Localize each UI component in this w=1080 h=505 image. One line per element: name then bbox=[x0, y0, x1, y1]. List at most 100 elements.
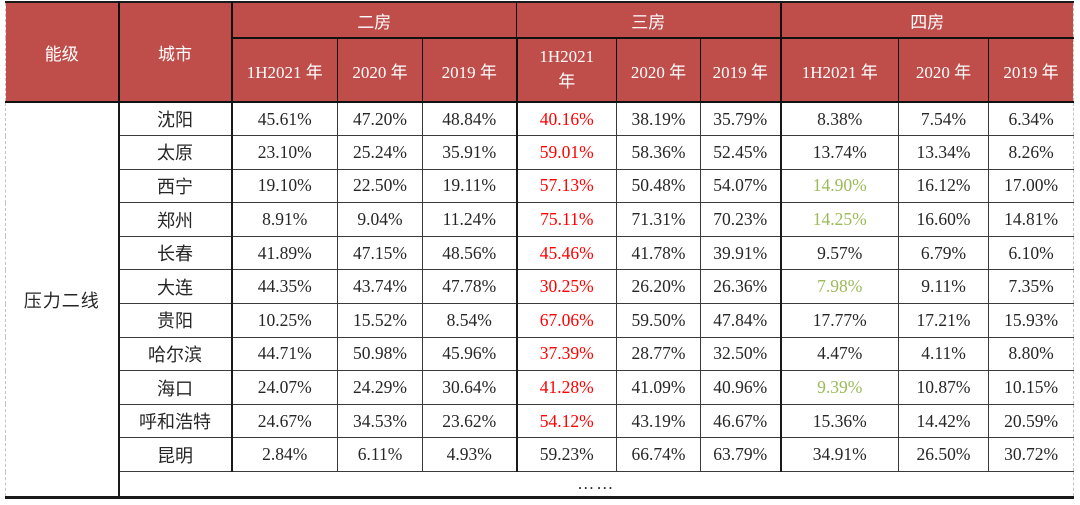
table-row: 长春 41.89% 47.15% 48.56% 45.46% 41.78% 39.91% 9.… bbox=[6, 235, 1075, 271]
value-cell: 30.72% bbox=[988, 437, 1075, 473]
table-row: 昆明 2.84% 6.11% 4.93% 59.23% 66.74% 63.79% 34.91… bbox=[6, 437, 1075, 473]
value-cell: 47.78% bbox=[421, 269, 518, 305]
value-cell: 54.07% bbox=[700, 168, 782, 204]
city-cell: 郑州 bbox=[118, 202, 233, 237]
value-cell: 71.31% bbox=[616, 202, 702, 237]
value-cell: 48.84% bbox=[421, 101, 518, 137]
value-cell: 45.46% bbox=[515, 235, 618, 271]
city-cell: 海口 bbox=[118, 370, 233, 405]
value-cell: 22.50% bbox=[337, 168, 423, 204]
value-cell: 40.16% bbox=[515, 101, 618, 137]
city-cell: 沈阳 bbox=[118, 101, 233, 137]
table-row: 大连 44.35% 43.74% 47.78% 30.25% 26.20% 26.36% 7.… bbox=[6, 269, 1075, 305]
city-cell: 哈尔滨 bbox=[118, 336, 233, 372]
value-cell: 47.20% bbox=[337, 101, 423, 137]
value-cell: 46.67% bbox=[700, 403, 782, 439]
value-cell: 59.50% bbox=[616, 303, 702, 338]
value-cell: 11.24% bbox=[421, 202, 518, 237]
value-cell: 9.57% bbox=[779, 235, 900, 271]
value-cell: 48.56% bbox=[421, 235, 518, 271]
value-cell: 15.52% bbox=[337, 303, 423, 338]
city-cell: 大连 bbox=[118, 269, 233, 305]
value-cell: 19.10% bbox=[230, 168, 338, 204]
table-row: 西宁 19.10% 22.50% 19.11% 57.13% 50.48% 54.07% 14… bbox=[6, 168, 1075, 204]
header-4room-1h2021: 1H2021 年 bbox=[779, 37, 900, 103]
value-cell: 24.29% bbox=[337, 370, 423, 405]
value-cell: 44.35% bbox=[230, 269, 338, 305]
value-cell: 57.13% bbox=[515, 168, 618, 204]
header-4room-2019: 2019 年 bbox=[988, 37, 1075, 103]
header-3room-2020: 2020 年 bbox=[616, 37, 702, 103]
value-cell: 13.74% bbox=[779, 135, 900, 170]
header-3room-2019: 2019 年 bbox=[700, 37, 782, 103]
value-cell: 19.11% bbox=[421, 168, 518, 204]
header-3room-1h2021: 1H2021 年 bbox=[515, 37, 618, 103]
value-cell: 58.36% bbox=[616, 135, 702, 170]
ellipsis-row: …… bbox=[6, 471, 1075, 500]
table-row: 太原 23.10% 25.24% 35.91% 59.01% 58.36% 52.45% 13… bbox=[6, 135, 1075, 170]
value-cell: 8.91% bbox=[230, 202, 338, 237]
value-cell: 2.84% bbox=[230, 437, 338, 473]
value-cell: 7.35% bbox=[988, 269, 1075, 305]
value-cell: 35.91% bbox=[421, 135, 518, 170]
city-cell: 西宁 bbox=[118, 168, 233, 204]
city-cell: 太原 bbox=[118, 135, 233, 170]
value-cell: 24.07% bbox=[230, 370, 338, 405]
value-cell: 47.84% bbox=[700, 303, 782, 338]
value-cell: 6.79% bbox=[898, 235, 990, 271]
header-group-row: 能级 城市 二房 三房 四房 bbox=[5, 1, 1075, 103]
value-cell: 10.25% bbox=[230, 303, 338, 338]
room-type-share-table: 能级 城市 二房 三房 四房 1H2021 年 2020 年 2019 年 1H… bbox=[5, 1, 1075, 500]
value-cell: 41.09% bbox=[616, 370, 702, 405]
value-cell: 17.00% bbox=[988, 168, 1075, 204]
value-cell: 6.11% bbox=[337, 437, 423, 473]
value-cell: 26.20% bbox=[616, 269, 702, 305]
value-cell: 6.10% bbox=[988, 235, 1075, 271]
value-cell: 32.50% bbox=[700, 336, 782, 372]
tier-label-cell: 压力二线 bbox=[5, 101, 120, 500]
value-cell: 13.34% bbox=[898, 135, 990, 170]
value-cell: 7.54% bbox=[898, 101, 990, 137]
value-cell: 75.11% bbox=[515, 202, 618, 237]
value-cell: 15.93% bbox=[988, 303, 1075, 338]
header-tier: 能级 bbox=[5, 1, 120, 103]
value-cell: 30.64% bbox=[421, 370, 518, 405]
header-2room-2019: 2019 年 bbox=[421, 37, 518, 103]
value-cell: 4.93% bbox=[421, 437, 518, 473]
header-2room-1h2021: 1H2021 年 bbox=[230, 37, 338, 103]
value-cell: 8.80% bbox=[988, 336, 1075, 372]
table-row: 呼和浩特 24.67% 34.53% 23.62% 54.12% 43.19% 46.67%… bbox=[6, 403, 1075, 439]
value-cell: 20.59% bbox=[988, 403, 1075, 439]
value-cell: 34.91% bbox=[779, 437, 900, 473]
value-cell: 14.90% bbox=[779, 168, 900, 204]
header-group-4room: 四房 bbox=[779, 1, 1075, 39]
value-cell: 14.25% bbox=[779, 202, 900, 237]
header-2room-2020: 2020 年 bbox=[337, 37, 423, 103]
value-cell: 4.11% bbox=[898, 336, 990, 372]
value-cell: 43.74% bbox=[337, 269, 423, 305]
value-cell: 50.48% bbox=[616, 168, 702, 204]
value-cell: 39.91% bbox=[700, 235, 782, 271]
city-cell: 长春 bbox=[118, 235, 233, 271]
value-cell: 26.36% bbox=[700, 269, 782, 305]
value-cell: 25.24% bbox=[337, 135, 423, 170]
value-cell: 44.71% bbox=[230, 336, 338, 372]
value-cell: 9.11% bbox=[898, 269, 990, 305]
city-cell: 贵阳 bbox=[118, 303, 233, 338]
value-cell: 17.77% bbox=[779, 303, 900, 338]
table-row: 压力二线 沈阳 45.61% 47.20% 48.84% 40.16% 38.19% 35.7… bbox=[5, 101, 1075, 500]
table-row: 郑州 8.91% 9.04% 11.24% 75.11% 71.31% 70.23% 14.2… bbox=[6, 202, 1075, 237]
value-cell: 16.12% bbox=[898, 168, 990, 204]
value-cell: 67.06% bbox=[515, 303, 618, 338]
table-header: 能级 城市 二房 三房 四房 1H2021 年 2020 年 2019 年 1H… bbox=[5, 1, 1075, 103]
value-cell: 54.12% bbox=[515, 403, 618, 439]
header-group-2room: 二房 bbox=[230, 1, 518, 39]
table-row: 海口 24.07% 24.29% 30.64% 41.28% 41.09% 40.96% 9.… bbox=[6, 370, 1075, 405]
value-cell: 24.67% bbox=[230, 403, 338, 439]
ellipsis-cell: …… bbox=[117, 471, 1075, 500]
header-year-row: 1H2021 年 2020 年 2019 年 1H2021 年 2020 年 2… bbox=[6, 37, 1075, 103]
value-cell: 10.15% bbox=[988, 370, 1075, 405]
value-cell: 9.04% bbox=[337, 202, 423, 237]
value-cell: 9.39% bbox=[779, 370, 900, 405]
